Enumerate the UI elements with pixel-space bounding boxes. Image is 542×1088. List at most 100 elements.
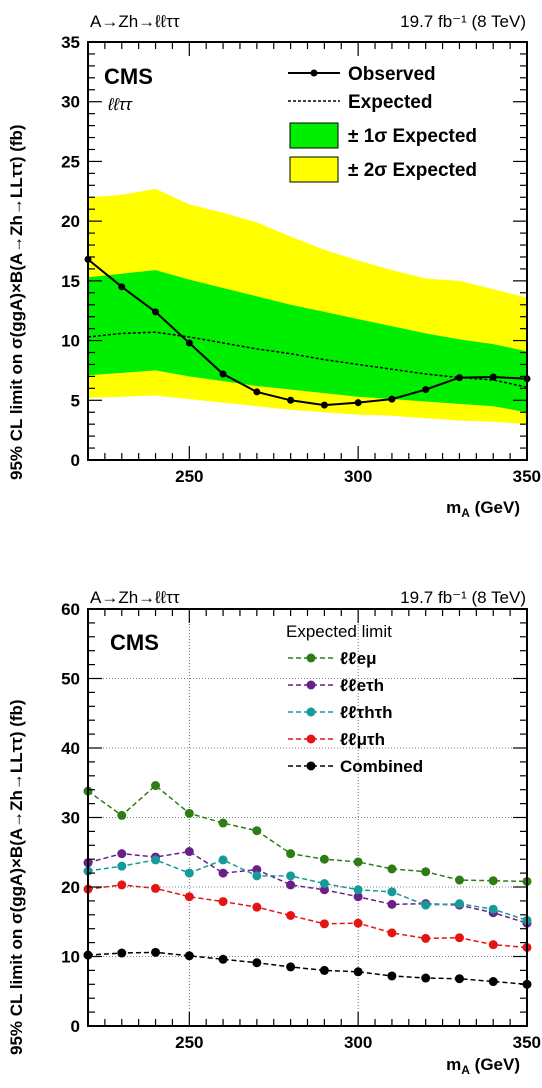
- series-point: [353, 918, 363, 928]
- legend-observed: Observed: [348, 64, 436, 85]
- legend-2sigma-swatch: [289, 156, 339, 183]
- observed-point: [354, 399, 362, 407]
- series-point: [319, 919, 329, 929]
- band-1sigma: [88, 270, 527, 413]
- series-point: [319, 879, 329, 889]
- series-point: [117, 861, 127, 871]
- series-point: [252, 865, 262, 875]
- series-point: [218, 855, 228, 865]
- series-point: [286, 962, 296, 972]
- series-point: [488, 876, 498, 886]
- series-point: [421, 933, 431, 943]
- legend-marker: [306, 653, 316, 663]
- series-line: [87, 884, 528, 949]
- series-line: [87, 850, 528, 924]
- series-point: [387, 971, 397, 981]
- bands: [88, 188, 527, 425]
- channel-label: ℓℓττ: [107, 95, 133, 114]
- y-tick-label: 10: [61, 332, 80, 351]
- y-tick-label: 25: [61, 152, 80, 171]
- x-axis-title: mA (GeV): [446, 498, 520, 520]
- series-point: [184, 892, 194, 902]
- axis-ticks: 0 5 10 15 20 25 30 35 250 300 350: [61, 33, 541, 486]
- series-point: [218, 868, 228, 878]
- series-point: [454, 974, 464, 984]
- x-tick-label: 300: [344, 467, 372, 486]
- axis-ticks: 0 10 20 30 40 50 60 250 300 350: [61, 600, 541, 1052]
- series-point: [286, 849, 296, 859]
- series-point: [454, 875, 464, 885]
- series-point: [387, 899, 397, 909]
- legend-marker: [306, 680, 316, 690]
- legend: Observed Expected ± 1σ Expected ± 2σ Exp…: [288, 64, 477, 183]
- series-point: [319, 965, 329, 975]
- legend-entry: ℓℓμτh: [340, 730, 385, 749]
- observed-point: [185, 339, 193, 347]
- series-point: [387, 864, 397, 874]
- series-point: [117, 880, 127, 890]
- y-tick-label: 40: [61, 739, 80, 758]
- x-tick-label: 300: [344, 1033, 372, 1052]
- series-line: [87, 784, 528, 883]
- legend-1sigma-swatch: [289, 122, 339, 149]
- series-point: [454, 899, 464, 909]
- header-right: 19.7 fb⁻¹ (8 TeV): [400, 588, 526, 607]
- y-axis-title: 95% CL limit on σ(ggA)×B(A→Zh→LLττ) (fb): [7, 124, 26, 480]
- series-lines: [84, 255, 531, 409]
- legend-entry: ℓℓτhτh: [340, 703, 393, 722]
- series-point: [184, 951, 194, 961]
- x-tick-label: 250: [175, 467, 203, 486]
- observed-point: [118, 283, 126, 291]
- legend-header: Expected limit: [286, 622, 392, 641]
- legend-marker: [306, 734, 316, 744]
- observed-point: [388, 395, 396, 403]
- x-tick-label: 350: [513, 467, 541, 486]
- legend-expected: Expected: [348, 92, 432, 113]
- series-point: [421, 867, 431, 877]
- series-point: [252, 871, 262, 881]
- y-tick-label: 60: [61, 600, 80, 619]
- series-point: [353, 857, 363, 867]
- series-point: [286, 871, 296, 881]
- observed-point: [320, 401, 328, 409]
- y-tick-label: 15: [61, 272, 80, 291]
- series-point: [218, 818, 228, 828]
- series-point: [387, 887, 397, 897]
- series-point: [184, 868, 194, 878]
- series-point: [218, 954, 228, 964]
- cms-label: CMS: [104, 64, 153, 89]
- series-point: [319, 885, 329, 895]
- legend-1sigma: ± 1σ Expected: [348, 126, 477, 147]
- series-point: [319, 854, 329, 864]
- series-point: [151, 781, 161, 791]
- observed-point: [219, 370, 227, 378]
- y-tick-label: 20: [61, 212, 80, 231]
- series-point: [387, 928, 397, 938]
- y-tick-label: 5: [71, 391, 80, 410]
- series-point: [454, 933, 464, 943]
- series-point: [488, 940, 498, 950]
- series-point: [488, 904, 498, 914]
- y-tick-label: 50: [61, 670, 80, 689]
- legend: Expected limit ℓℓeμ ℓℓeτh ℓℓτhτh ℓℓμτh Combi…: [286, 622, 423, 776]
- legend-observed-marker: [310, 69, 318, 77]
- series-point: [218, 897, 228, 907]
- series-point: [353, 967, 363, 977]
- series-point: [488, 977, 498, 987]
- observed-point: [489, 373, 497, 381]
- series-line: [87, 951, 528, 986]
- chart-bottom: A→Zh→ℓℓττ 19.7 fb⁻¹ (8 TeV) 0 10 20 30 40 50 6…: [7, 588, 541, 1077]
- y-tick-label: 20: [61, 878, 80, 897]
- header-right: 19.7 fb⁻¹ (8 TeV): [400, 12, 526, 31]
- series-point: [353, 885, 363, 895]
- observed-point: [253, 388, 261, 396]
- header-left: A→Zh→ℓℓττ: [90, 588, 180, 607]
- series-point: [117, 810, 127, 820]
- observed-point: [152, 308, 160, 316]
- observed-point: [422, 386, 430, 394]
- line-observed: [87, 258, 528, 407]
- series-point: [252, 826, 262, 836]
- series-point: [252, 958, 262, 968]
- observed-point: [455, 374, 463, 382]
